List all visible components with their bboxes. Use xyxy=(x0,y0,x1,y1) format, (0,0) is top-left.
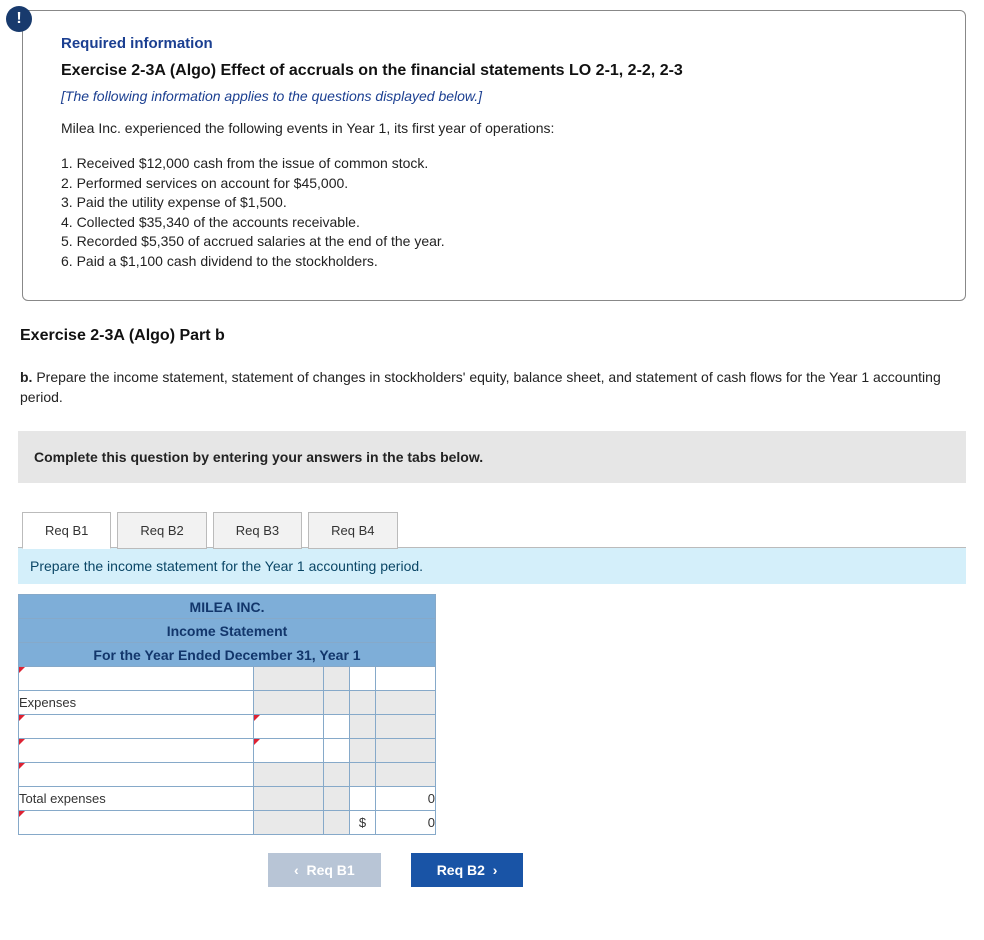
ws-currency-cell[interactable]: $ xyxy=(350,811,376,835)
ws-cell xyxy=(254,763,324,787)
events-list: 1. Received $12,000 cash from the issue … xyxy=(61,154,935,272)
alert-badge: ! xyxy=(6,6,32,32)
ws-currency-cell xyxy=(350,691,376,715)
event-item: 6. Paid a $1,100 cash dividend to the st… xyxy=(61,252,935,272)
ws-cell xyxy=(254,787,324,811)
context-note: [The following information applies to th… xyxy=(61,88,935,104)
part-title: Exercise 2-3A (Algo) Part b xyxy=(20,327,966,345)
ws-cell xyxy=(254,811,324,835)
required-info-header: Required information xyxy=(61,35,935,52)
instruction-bar: Complete this question by entering your … xyxy=(18,431,966,483)
part-description: b. Prepare the income statement, stateme… xyxy=(20,367,964,408)
ws-currency-cell[interactable] xyxy=(350,787,376,811)
ws-cell xyxy=(254,667,324,691)
event-item: 5. Recorded $5,350 of accrued salaries a… xyxy=(61,232,935,252)
ws-cell xyxy=(324,691,350,715)
chevron-right-icon: › xyxy=(493,862,498,878)
tab-req-b2[interactable]: Req B2 xyxy=(117,512,206,549)
next-button[interactable]: Req B2 › xyxy=(411,853,524,887)
ws-value-cell[interactable]: 0 xyxy=(376,787,436,811)
ws-cell xyxy=(324,763,350,787)
ws-currency-cell xyxy=(350,763,376,787)
event-item: 2. Performed services on account for $45… xyxy=(61,174,935,194)
event-item: 1. Received $12,000 cash from the issue … xyxy=(61,154,935,174)
prev-label: Req B1 xyxy=(306,862,354,878)
ws-value-cell xyxy=(376,739,436,763)
ws-label-cell[interactable] xyxy=(19,811,254,835)
ws-value-cell[interactable] xyxy=(376,667,436,691)
event-item: 3. Paid the utility expense of $1,500. xyxy=(61,193,935,213)
tabs-row: Req B1Req B2Req B3Req B4 xyxy=(18,511,966,548)
ws-header-company: MILEA INC. xyxy=(19,595,436,619)
ws-cell xyxy=(324,811,350,835)
required-info-box: Required information Exercise 2-3A (Algo… xyxy=(22,10,966,301)
ws-cell[interactable] xyxy=(324,715,350,739)
ws-cell xyxy=(254,691,324,715)
intro-text: Milea Inc. experienced the following eve… xyxy=(61,120,935,136)
ws-label-cell[interactable] xyxy=(19,739,254,763)
tab-req-b4[interactable]: Req B4 xyxy=(308,512,397,549)
ws-label-cell[interactable] xyxy=(19,763,254,787)
ws-value-cell xyxy=(376,691,436,715)
tab-req-b1[interactable]: Req B1 xyxy=(22,512,111,549)
ws-currency-cell xyxy=(350,715,376,739)
ws-label-cell[interactable] xyxy=(19,715,254,739)
nav-row: ‹ Req B1 Req B2 › xyxy=(18,853,966,887)
ws-currency-cell xyxy=(350,739,376,763)
ws-label-cell[interactable] xyxy=(19,667,254,691)
part-b-prefix: b. xyxy=(20,369,36,385)
ws-value-cell[interactable]: 0 xyxy=(376,811,436,835)
ws-value-cell xyxy=(376,763,436,787)
ws-value-cell xyxy=(376,715,436,739)
exercise-title: Exercise 2-3A (Algo) Effect of accruals … xyxy=(61,62,935,80)
income-statement-worksheet: MILEA INC. Income Statement For the Year… xyxy=(18,594,436,835)
event-item: 4. Collected $35,340 of the accounts rec… xyxy=(61,213,935,233)
chevron-left-icon: ‹ xyxy=(294,862,299,878)
ws-label-cell[interactable]: Expenses xyxy=(19,691,254,715)
ws-cell[interactable] xyxy=(254,739,324,763)
part-b-text: Prepare the income statement, statement … xyxy=(20,369,941,405)
ws-cell xyxy=(324,787,350,811)
next-label: Req B2 xyxy=(437,862,485,878)
ws-header-period: For the Year Ended December 31, Year 1 xyxy=(19,643,436,667)
tab-instruction: Prepare the income statement for the Yea… xyxy=(18,548,966,584)
ws-header-title: Income Statement xyxy=(19,619,436,643)
prev-button[interactable]: ‹ Req B1 xyxy=(268,853,381,887)
ws-cell[interactable] xyxy=(324,739,350,763)
ws-label-cell[interactable]: Total expenses xyxy=(19,787,254,811)
ws-currency-cell[interactable] xyxy=(350,667,376,691)
ws-cell xyxy=(324,667,350,691)
tab-req-b3[interactable]: Req B3 xyxy=(213,512,302,549)
ws-cell[interactable] xyxy=(254,715,324,739)
